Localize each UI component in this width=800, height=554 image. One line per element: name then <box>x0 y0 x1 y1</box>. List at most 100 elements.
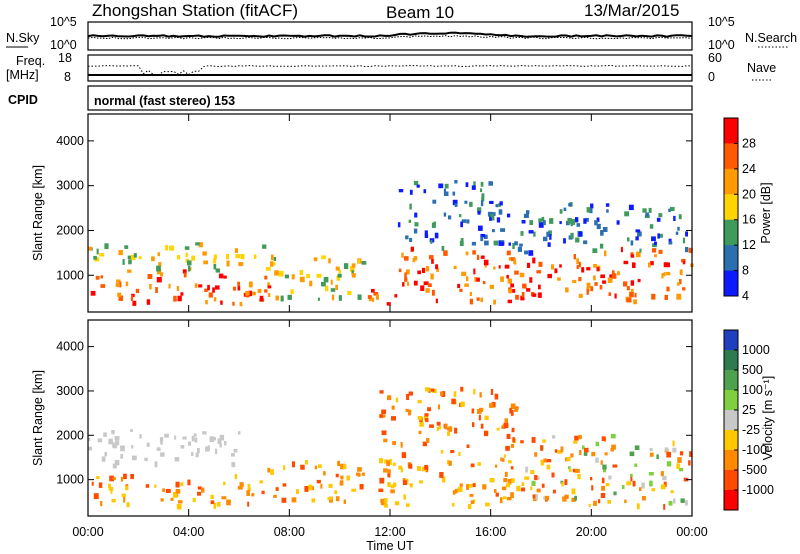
power-cell-468 <box>675 231 679 235</box>
vel-cell-239 <box>491 401 496 408</box>
power-cell-318 <box>489 200 494 204</box>
power-cell-317 <box>478 225 483 231</box>
power-cell-121 <box>349 266 355 272</box>
vel-cell-34 <box>226 499 231 506</box>
power-cell-240 <box>634 292 637 298</box>
power-cell-151 <box>321 255 326 260</box>
vel-cell-305 <box>386 460 390 467</box>
power-cell-307 <box>404 272 407 279</box>
power-cell-358 <box>495 204 499 208</box>
power-cell-138 <box>284 274 289 279</box>
vel-cell-2 <box>180 482 184 486</box>
velocity-colorbar-tick-label-5: -100 <box>742 443 767 457</box>
vel-cell-111 <box>305 460 308 465</box>
vel-cell-115 <box>304 486 309 492</box>
vel-cell-53 <box>126 502 130 508</box>
power-cell-124 <box>278 270 284 277</box>
power-cell-90 <box>133 253 137 258</box>
power-cell-25 <box>267 285 272 289</box>
vel-cell-99 <box>193 433 197 437</box>
power-cell-59 <box>125 281 129 287</box>
vel-cell-131 <box>316 479 321 484</box>
vel-cell-91 <box>101 456 106 462</box>
power-cell-337 <box>480 234 486 238</box>
vel-cell-372 <box>660 484 666 490</box>
vel-cell-362 <box>612 464 618 468</box>
vel-cell-101 <box>112 442 115 448</box>
power-cell-316 <box>413 180 419 186</box>
vel-cell-336 <box>605 483 610 487</box>
power-cell-103 <box>151 256 155 262</box>
vel-cell-3 <box>247 501 250 507</box>
freq-label-line2: [MHz] <box>6 68 39 82</box>
power-cell-248 <box>511 257 515 262</box>
vel-cell-78 <box>112 463 117 469</box>
power-cell-394 <box>548 230 552 236</box>
power-cell-256 <box>407 281 410 286</box>
power-cell-407 <box>685 231 688 237</box>
power-cell-270 <box>594 282 598 286</box>
vel-cell-308 <box>390 489 395 494</box>
vel-cell-365 <box>572 468 577 473</box>
vel-cell-61 <box>114 436 120 441</box>
power-cell-98 <box>187 260 192 266</box>
power-cell-158 <box>371 288 375 293</box>
power-cell-475 <box>645 212 649 217</box>
vel-cell-377 <box>543 458 548 463</box>
power-cell-231 <box>476 254 480 260</box>
vel-cell-112 <box>340 475 344 480</box>
vel-cell-257 <box>408 463 413 469</box>
vel-cell-144 <box>275 487 279 491</box>
power-cell-153 <box>373 292 379 296</box>
power-cell-180 <box>522 283 527 289</box>
vel-cell-218 <box>514 407 518 412</box>
power-cell-111 <box>335 266 340 271</box>
power-cell-131 <box>357 259 361 263</box>
power-cell-118 <box>299 269 304 276</box>
power-cell-223 <box>432 289 435 296</box>
power-cell-237 <box>626 297 632 303</box>
power-cell-331 <box>488 181 493 186</box>
vel-cell-46 <box>197 486 202 490</box>
power-cell-263 <box>427 283 432 287</box>
power-cell-156 <box>372 297 375 302</box>
power-cell-213 <box>578 277 582 282</box>
velocity-colorbar-tick-label-4: -25 <box>742 423 760 437</box>
vel-cell-266 <box>470 500 475 504</box>
power-cell-446 <box>649 224 654 229</box>
power-cell-445 <box>521 220 526 224</box>
power-cell-82 <box>270 261 274 267</box>
vel-cell-96 <box>197 448 200 454</box>
vel-cell-228 <box>510 492 514 498</box>
vel-cell-318 <box>651 488 656 492</box>
power-cell-244 <box>576 265 579 270</box>
vel-cell-216 <box>502 496 507 500</box>
vel-cell-98 <box>160 452 165 457</box>
power-cell-212 <box>404 256 409 261</box>
power-cell-478 <box>648 207 652 213</box>
nave-tick-bottom: 0 <box>708 70 715 84</box>
vel-cell-186 <box>471 408 475 414</box>
power-cell-342 <box>424 230 428 236</box>
power-cell-311 <box>532 293 537 297</box>
vel-cell-258 <box>381 414 386 418</box>
power-cell-395 <box>526 210 530 214</box>
power-cell-9 <box>155 287 158 293</box>
vel-cell-246 <box>392 441 396 446</box>
power-cell-198 <box>404 277 408 282</box>
vel-cell-23 <box>125 485 129 491</box>
power-cell-166 <box>506 274 509 279</box>
vel-cell-420 <box>670 490 674 494</box>
vel-cell-381 <box>557 450 563 454</box>
vel-cell-417 <box>634 463 638 467</box>
power-cell-302 <box>676 282 680 286</box>
vel-cell-127 <box>273 494 277 498</box>
power-cell-387 <box>496 217 501 223</box>
power-cell-194 <box>529 277 533 283</box>
vel-cell-394 <box>602 464 607 470</box>
vel-cell-424 <box>562 496 567 502</box>
vel-cell-383 <box>630 475 633 482</box>
vel-cell-75 <box>231 462 236 468</box>
vel-cell-31 <box>170 497 174 501</box>
vel-cell-247 <box>494 393 499 400</box>
